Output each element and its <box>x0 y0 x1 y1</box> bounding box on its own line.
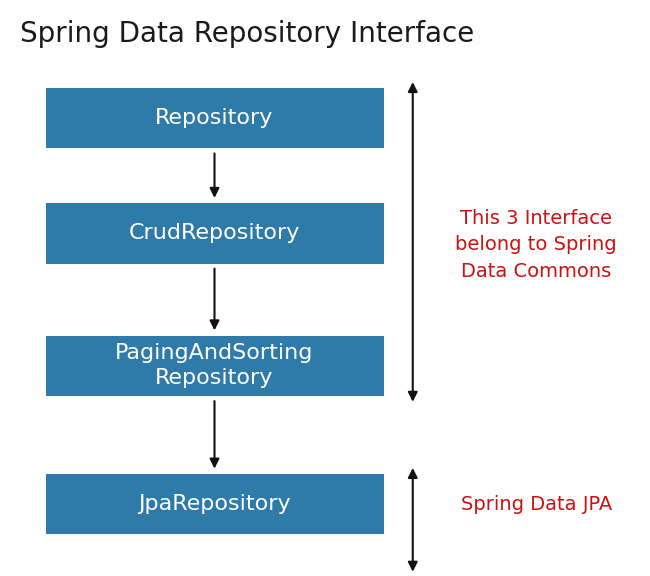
Text: CrudRepository: CrudRepository <box>129 223 300 243</box>
Text: Spring Data JPA: Spring Data JPA <box>461 495 612 513</box>
Text: Repository: Repository <box>155 108 274 128</box>
FancyBboxPatch shape <box>46 203 384 264</box>
FancyBboxPatch shape <box>46 473 384 535</box>
FancyBboxPatch shape <box>46 88 384 149</box>
Text: PagingAndSorting
Repository: PagingAndSorting Repository <box>115 343 314 388</box>
Text: JpaRepository: JpaRepository <box>138 494 291 514</box>
Text: This 3 Interface
belong to Spring
Data Commons: This 3 Interface belong to Spring Data C… <box>456 209 617 281</box>
Text: Spring Data Repository Interface: Spring Data Repository Interface <box>20 20 474 48</box>
FancyBboxPatch shape <box>46 335 384 396</box>
